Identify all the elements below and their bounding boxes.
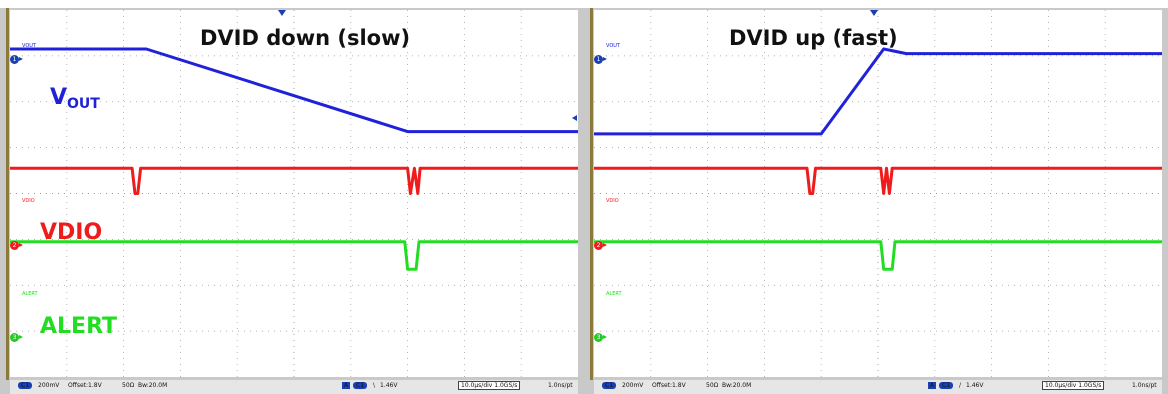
ch3-offset-marker[interactable]: 3: [594, 333, 607, 342]
channel-offset: Offset:1.8V: [68, 382, 102, 389]
input-impedance: 50Ω: [122, 382, 135, 389]
panel-title: DVID down (slow): [200, 26, 411, 50]
vertical-scale: 200mV: [38, 382, 60, 389]
trigger-channel[interactable]: C1: [353, 382, 368, 389]
input-impedance: 50Ω: [706, 382, 719, 389]
timebase[interactable]: 10.0µs/div 1.0GS/s: [458, 381, 521, 390]
trigger-position-marker[interactable]: [278, 10, 286, 16]
trigger-level: 1.46V: [966, 382, 984, 389]
trace-alert: [10, 240, 578, 271]
ch2-offset-marker[interactable]: 2: [10, 241, 23, 250]
bezel-strip: [6, 8, 9, 380]
vout-label: VOUT: [50, 85, 100, 112]
ch3-tag: ALERT: [22, 291, 38, 297]
waveform-plot-left: [10, 10, 578, 377]
channel-badge[interactable]: C1: [18, 382, 33, 389]
ch2-offset-marker[interactable]: 2: [594, 241, 607, 250]
channel-badge[interactable]: C1: [602, 382, 617, 389]
scope-screen-left: DVID down (slow) VOUT VDIO ALERT 1 2 3 V…: [10, 10, 578, 377]
scope-panel-right: DVID up (fast) VOUT VDIO ALERT 1 2 3 C1 …: [584, 8, 1168, 394]
trigger-level-marker[interactable]: [572, 115, 577, 121]
bezel-strip: [590, 8, 593, 380]
bandwidth-limit: Bw:20.0M: [138, 382, 168, 389]
ch3-tag: ALERT: [606, 291, 622, 297]
sample-interval: 1.0ns/pt: [548, 382, 573, 389]
trace-alert: [594, 240, 1162, 271]
trigger-position-marker[interactable]: [870, 10, 878, 16]
channel-offset: Offset:1.8V: [652, 382, 686, 389]
trigger-slope-icon: \: [373, 382, 376, 389]
trigger-slope-icon: /: [959, 382, 962, 389]
bandwidth-limit: Bw:20.0M: [722, 382, 752, 389]
trigger-level: 1.46V: [380, 382, 398, 389]
trace-vdio: [594, 166, 1162, 195]
ch2-tag: VDIO: [606, 198, 619, 204]
scope-panel-left: DVID down (slow) VOUT VDIO ALERT 1 2 3 V…: [0, 8, 584, 394]
alert-label: ALERT: [40, 314, 118, 339]
panel-title: DVID up (fast): [729, 26, 898, 50]
vdio-label: VDIO: [40, 220, 103, 245]
ch1-offset-marker[interactable]: 1: [10, 55, 23, 64]
trace-vout: [594, 47, 1162, 136]
scope-screen-right: DVID up (fast) VOUT VDIO ALERT 1 2 3: [594, 10, 1162, 377]
vertical-scale: 200mV: [622, 382, 644, 389]
timebase[interactable]: 10.0µs/div 1.0GS/s: [1042, 381, 1105, 390]
ch1-tag: VOUT: [22, 43, 36, 49]
ch1-tag: VOUT: [606, 43, 620, 49]
ch2-tag: VDIO: [22, 198, 35, 204]
sample-interval: 1.0ns/pt: [1132, 382, 1157, 389]
trace-vdio: [10, 166, 578, 195]
ch3-offset-marker[interactable]: 3: [10, 333, 23, 342]
status-bar: C1 200mV Offset:1.8V 50Ω Bw:20.0M A C1 /…: [594, 380, 1162, 394]
trigger-source[interactable]: A: [928, 382, 937, 389]
ch1-offset-marker[interactable]: 1: [594, 55, 607, 64]
waveform-plot-right: [594, 10, 1162, 377]
trigger-channel[interactable]: C1: [939, 382, 954, 389]
trigger-source[interactable]: A: [342, 382, 351, 389]
trace-vout: [10, 47, 578, 134]
status-bar: C1 200mV Offset:1.8V 50Ω Bw:20.0M A C1 \…: [10, 380, 578, 394]
